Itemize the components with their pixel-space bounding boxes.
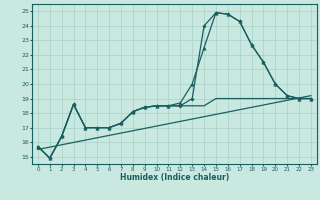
X-axis label: Humidex (Indice chaleur): Humidex (Indice chaleur) (120, 173, 229, 182)
